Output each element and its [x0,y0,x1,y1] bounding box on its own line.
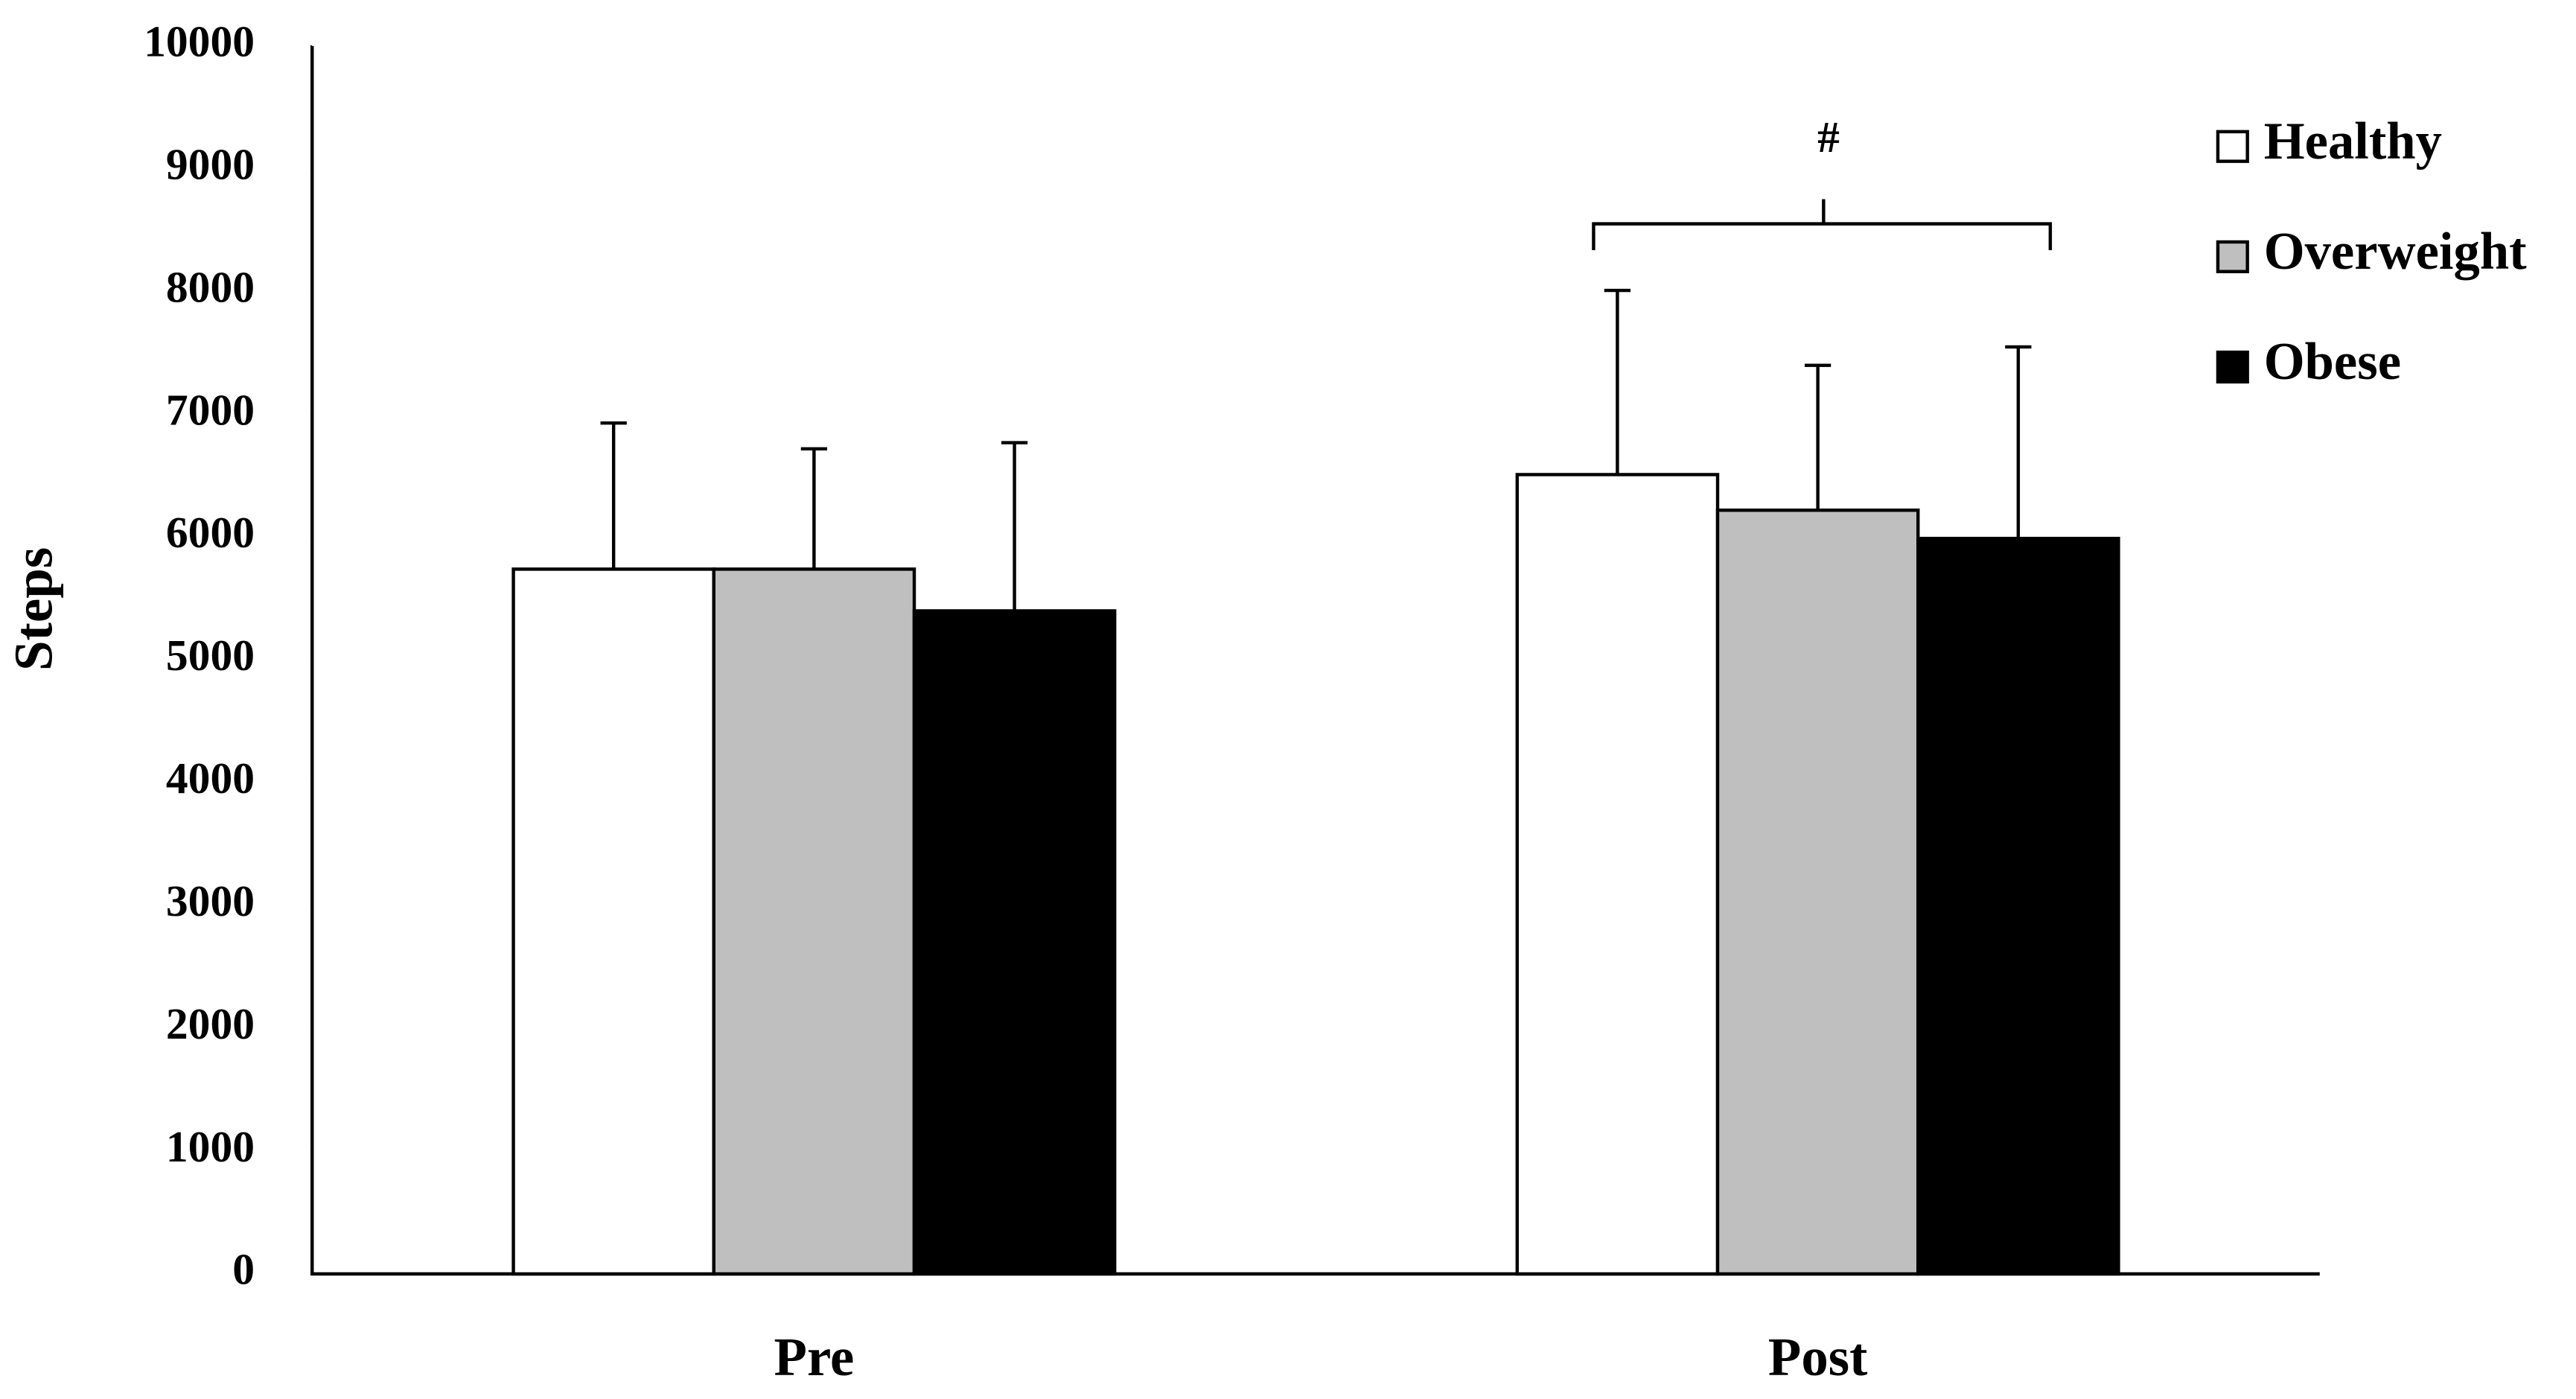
bar [511,567,715,1276]
legend-swatch [2216,350,2249,384]
y-tick-label: 9000 [166,139,255,188]
y-tick-label: 5000 [166,631,255,680]
y-axis-label: Steps [4,547,64,671]
y-tick-label: 8000 [166,262,255,311]
y-tick-label: 7000 [166,385,255,434]
bar [712,567,916,1276]
y-tick-label: 1000 [166,1122,255,1171]
bar [1515,473,1720,1276]
annotation: # [1817,112,1840,162]
x-tick-label: Post [1768,1327,1867,1387]
bar [912,609,1117,1276]
y-tick-label: 2000 [166,999,255,1048]
legend-swatch [2216,130,2249,163]
legend-label: Obese [2264,333,2401,391]
y-tick-label: 0 [232,1245,255,1294]
legend-swatch [2216,240,2249,273]
y-tick-label: 3000 [166,876,255,925]
legend-label: Overweight [2264,223,2527,281]
bar [1916,536,2120,1276]
y-tick-label: 6000 [166,508,255,557]
y-tick-label: 10000 [144,17,255,66]
legend-label: Healthy [2264,112,2442,171]
bar [1715,509,1920,1276]
x-tick-label: Pre [774,1327,854,1387]
y-tick-label: 4000 [166,753,255,803]
significance-bracket [1592,199,2053,251]
